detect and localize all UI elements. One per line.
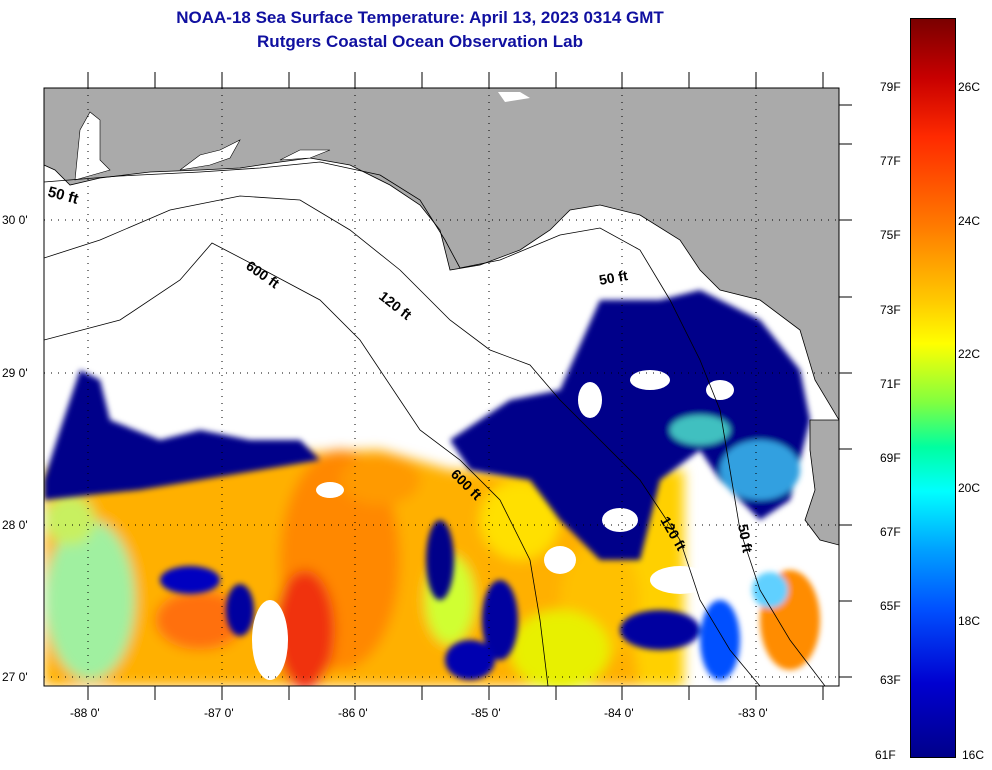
colorbar-f-label: 65F bbox=[880, 599, 901, 613]
pensacola-bay bbox=[179, 139, 241, 171]
lon-tick-label: -87 0' bbox=[204, 706, 234, 720]
map-subtitle: Rutgers Coastal Ocean Observation Lab bbox=[257, 32, 583, 51]
lake-okeechobee bbox=[498, 92, 530, 102]
map-border bbox=[43, 87, 840, 687]
colorbar-f-label: 77F bbox=[880, 154, 901, 168]
colorbar-f-label: 73F bbox=[880, 303, 901, 317]
colorbar-f-label: 67F bbox=[880, 525, 901, 539]
lat-tick-label: 28 0' bbox=[2, 518, 28, 532]
lat-tick-label: 29 0' bbox=[2, 366, 28, 380]
colorbar-c-label: 24C bbox=[958, 214, 981, 228]
colorbar-c-label: 20C bbox=[958, 481, 981, 495]
temperature-colorbar bbox=[910, 18, 956, 758]
lon-tick-label: -85 0' bbox=[471, 706, 501, 720]
colorbar-c-label: 16C bbox=[962, 748, 985, 762]
contour-50ft bbox=[44, 161, 826, 686]
colorbar-f-label: 63F bbox=[880, 673, 901, 687]
sst-cold-patches bbox=[44, 290, 820, 680]
colorbar-c-label: 26C bbox=[958, 80, 981, 94]
colorbar-f-label: 61F bbox=[875, 748, 896, 762]
colorbar-f-label: 71F bbox=[880, 377, 901, 391]
lon-tick-label: -86 0' bbox=[338, 706, 368, 720]
colorbar-c-label: 18C bbox=[958, 614, 981, 628]
contour-120ft bbox=[44, 195, 761, 686]
colorbar-f-label: 79F bbox=[880, 80, 901, 94]
contour-600ft bbox=[44, 242, 549, 686]
choctaw-bay bbox=[279, 149, 331, 161]
colorbar-c-label: 22C bbox=[958, 347, 981, 361]
map-ticks bbox=[87, 72, 852, 700]
map-plot-area: 50 ft 50 ft 50 ft 120 ft 120 ft 600 ft 6… bbox=[44, 88, 839, 686]
land-north bbox=[44, 88, 839, 421]
colorbar-f-label: 75F bbox=[880, 228, 901, 242]
lon-tick-label: -83 0' bbox=[738, 706, 768, 720]
lon-tick-label: -88 0' bbox=[70, 706, 100, 720]
lon-tick-label: -84 0' bbox=[604, 706, 634, 720]
map-title: NOAA-18 Sea Surface Temperature: April 1… bbox=[176, 8, 664, 27]
lat-tick-label: 30 0' bbox=[2, 213, 28, 227]
cloud-patches bbox=[252, 370, 734, 680]
contour-label-50-south: 50 ft bbox=[735, 523, 756, 554]
contour-label-50-east: 50 ft bbox=[598, 267, 629, 288]
mobile-bay bbox=[74, 111, 111, 181]
lat-tick-label: 27 0' bbox=[2, 670, 28, 684]
colorbar-f-label: 69F bbox=[880, 451, 901, 465]
land-florida-peninsula bbox=[804, 419, 839, 546]
